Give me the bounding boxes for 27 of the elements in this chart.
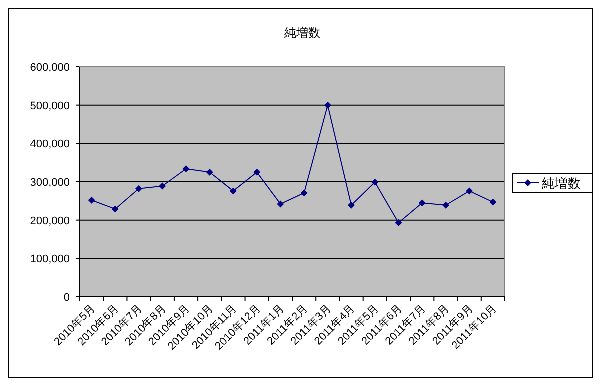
point (442, 202, 450, 209)
point (230, 188, 237, 195)
point (112, 206, 119, 213)
y-tick-label: 500,000 (30, 100, 70, 112)
point (300, 190, 308, 197)
point (324, 102, 332, 109)
point (159, 182, 166, 190)
y-tick-label: 400,000 (30, 138, 70, 151)
y-tick-label: 200,000 (30, 215, 70, 228)
point (136, 185, 143, 192)
point (466, 188, 474, 195)
point (88, 196, 96, 204)
point (395, 220, 402, 227)
chart-title: 純増数 (284, 26, 320, 40)
point (277, 200, 284, 208)
legend-label: 純増数 (542, 176, 581, 191)
y-tick-label: 0 (64, 292, 70, 304)
point (490, 198, 497, 206)
point (372, 178, 379, 186)
point (206, 168, 214, 176)
point (418, 200, 426, 207)
y-tick-label: 100,000 (30, 254, 70, 266)
point (182, 165, 190, 172)
point (254, 168, 261, 176)
y-tick-label: 300,000 (30, 177, 70, 189)
y-tick-label: 600,000 (30, 62, 70, 74)
point (348, 202, 356, 209)
